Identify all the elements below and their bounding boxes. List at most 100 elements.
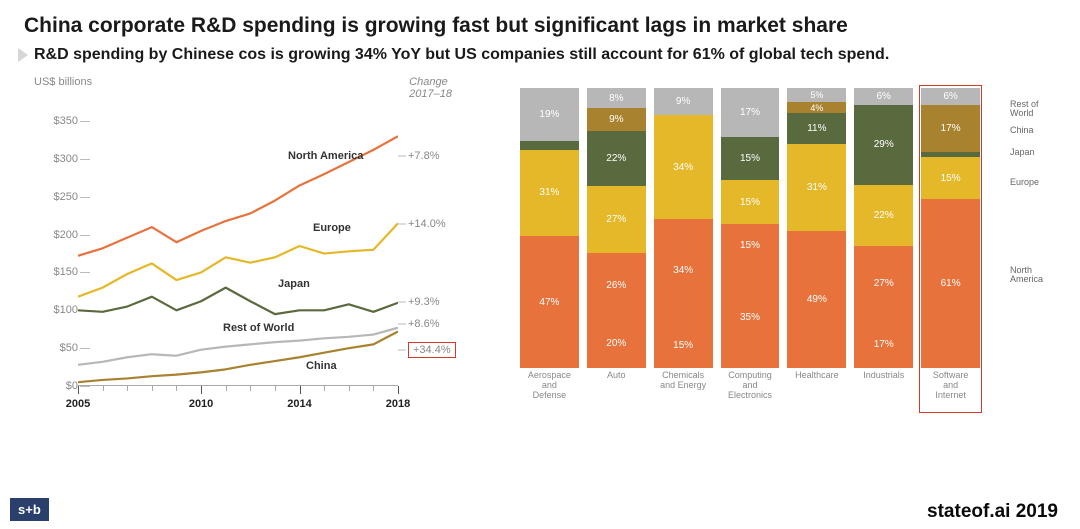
x-tick — [201, 386, 202, 394]
category-label: Industrials — [849, 371, 919, 381]
segment-rest_of_world: 19% — [520, 88, 579, 141]
x-axis: 2005201020142018 — [78, 386, 398, 416]
x-tick — [78, 386, 79, 394]
change-value-rest_of_world: +8.6% — [408, 318, 440, 330]
legend-item-north_america: NorthAmerica — [1010, 266, 1043, 285]
segment-north_america: 47% — [520, 236, 579, 368]
segment-japan: 22% — [587, 131, 646, 186]
subtitle-row: R&D spending by Chinese cos is growing 3… — [0, 46, 1080, 64]
x-tick-label: 2014 — [287, 398, 311, 410]
y-tick-label: $50 — [30, 342, 78, 354]
series-europe — [78, 223, 398, 296]
category-label: SoftwareandInternet — [916, 371, 986, 401]
x-tick — [324, 386, 325, 391]
segment-japan: 29% — [854, 105, 913, 185]
segment-europe: 22% — [854, 185, 913, 246]
y-tick-label: $150 — [30, 266, 78, 278]
segment-europe: 27% — [587, 186, 646, 254]
y-tick-label: $300 — [30, 153, 78, 165]
endcap-dash — [398, 324, 406, 325]
x-tick — [349, 386, 350, 391]
x-tick-label: 2005 — [66, 398, 90, 410]
x-tick — [250, 386, 251, 391]
segment-extra_bottom: 20% — [587, 318, 646, 368]
segment-rest_of_world: 8% — [587, 88, 646, 108]
segment-rest_of_world: 6% — [921, 88, 980, 105]
change-value-north_america: +7.8% — [408, 150, 440, 162]
legend-item-rest_of_world: Rest ofWorld — [1010, 100, 1039, 119]
endcap-dash — [398, 350, 406, 351]
caret-icon — [18, 48, 28, 62]
y-axis-unit: US$ billions — [34, 76, 92, 88]
change-value-japan: +9.3% — [408, 296, 440, 308]
bar-column: 19%31%47%AerospaceandDefense — [520, 88, 579, 368]
x-tick — [300, 386, 301, 394]
page-title: China corporate R&D spending is growing … — [0, 0, 1080, 46]
series-label-north_america: North America — [288, 150, 363, 162]
segment-europe: 31% — [787, 144, 846, 231]
segment-europe: 15% — [721, 180, 780, 223]
segment-extra_bottom: 35% — [721, 267, 780, 368]
segment-north_america: 61% — [921, 199, 980, 368]
bar-column: 5%4%11%31%49%Healthcare — [787, 88, 846, 368]
bar-column: 9%34%34%15%Chemicalsand Energy — [654, 88, 713, 368]
segment-europe: 15% — [921, 157, 980, 199]
segment-north_america: 26% — [587, 253, 646, 318]
x-tick — [275, 386, 276, 391]
endcap-dash — [398, 302, 406, 303]
legend-item-china: China — [1010, 126, 1034, 135]
x-tick — [398, 386, 399, 394]
line-plot-area: $0$50$100$150$200$250$300$35020052010201… — [30, 106, 490, 416]
category-label: Healthcare — [782, 371, 852, 381]
segment-north_america: 49% — [787, 231, 846, 368]
segment-extra_bottom: 15% — [654, 322, 713, 368]
stacked-plot-area: 19%31%47%AerospaceandDefense8%9%22%27%26… — [520, 88, 1060, 398]
x-tick — [373, 386, 374, 391]
y-tick-label: $250 — [30, 191, 78, 203]
segment-north_america: 27% — [854, 246, 913, 321]
series-label-china: China — [306, 360, 337, 372]
bar-column: 8%9%22%27%26%20%Auto — [587, 88, 646, 368]
source-logo: s+b — [10, 498, 49, 521]
segment-china: 9% — [587, 108, 646, 131]
segment-china: 17% — [921, 105, 980, 152]
segment-rest_of_world: 17% — [721, 88, 780, 137]
legend-item-europe: Europe — [1010, 178, 1039, 187]
segment-rest_of_world: 5% — [787, 88, 846, 102]
line-svg — [78, 106, 398, 386]
x-tick — [103, 386, 104, 391]
x-tick-label: 2018 — [386, 398, 410, 410]
change-header: Change2017–18 — [409, 76, 452, 100]
series-japan — [78, 288, 398, 314]
segment-rest_of_world: 6% — [854, 88, 913, 105]
category-label: Chemicalsand Energy — [648, 371, 718, 391]
x-tick — [127, 386, 128, 391]
change-value-europe: +14.0% — [408, 218, 446, 230]
segment-japan: 11% — [787, 113, 846, 144]
bar-column: 17%15%15%15%35%ComputingandElectronics — [721, 88, 780, 368]
subtitle: R&D spending by Chinese cos is growing 3… — [34, 46, 889, 64]
segment-china: 4% — [787, 102, 846, 113]
segment-japan: 15% — [721, 137, 780, 180]
bar-column: 6%17%15%61%SoftwareandInternet — [921, 88, 980, 368]
series-label-rest_of_world: Rest of World — [223, 322, 294, 334]
segment-rest_of_world: 9% — [654, 88, 713, 115]
x-tick — [176, 386, 177, 391]
segment-europe: 34% — [654, 115, 713, 218]
category-label: Auto — [581, 371, 651, 381]
x-tick-label: 2010 — [189, 398, 213, 410]
x-tick — [226, 386, 227, 391]
series-label-europe: Europe — [313, 222, 351, 234]
change-value-china: +34.4% — [408, 342, 456, 358]
series-label-japan: Japan — [278, 278, 310, 290]
segment-japan — [520, 141, 579, 149]
attribution: stateof.ai 2019 — [927, 501, 1058, 523]
stacked-columns: 19%31%47%AerospaceandDefense8%9%22%27%26… — [520, 88, 980, 368]
bar-column: 6%29%22%27%17%Industrials — [854, 88, 913, 368]
segment-europe: 31% — [520, 150, 579, 237]
x-tick — [152, 386, 153, 391]
category-label: ComputingandElectronics — [715, 371, 785, 401]
category-label: AerospaceandDefense — [514, 371, 584, 401]
y-tick-label: $100 — [30, 304, 78, 316]
y-tick-label: $200 — [30, 229, 78, 241]
